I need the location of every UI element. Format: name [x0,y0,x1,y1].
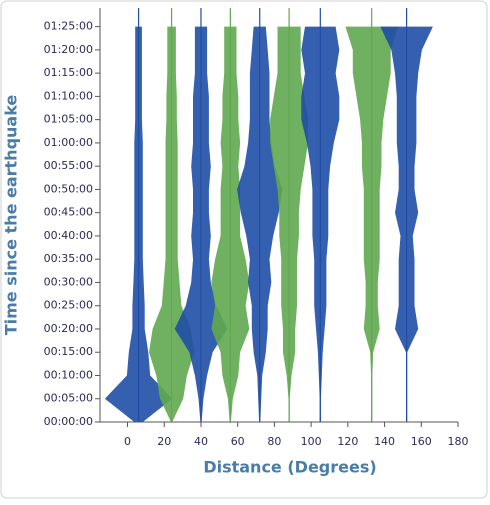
x-tick-label: 60 [231,435,245,448]
y-tick-label: 00:45:00 [44,206,93,219]
x-tick-label: 0 [124,435,131,448]
y-tick-label: 01:20:00 [44,43,93,56]
x-tick-label: 120 [337,435,358,448]
y-tick-label: 00:20:00 [44,322,93,335]
y-tick-label: 01:15:00 [44,66,93,79]
x-tick-label: 140 [374,435,395,448]
x-tick-label: 180 [448,435,469,448]
y-tick-label: 00:30:00 [44,275,93,288]
trace-envelope [211,26,250,422]
y-tick-label: 00:35:00 [44,252,93,265]
y-tick-label: 00:00:00 [44,415,93,428]
x-tick-label: 160 [411,435,432,448]
x-tick-label: 40 [194,435,208,448]
y-tick-label: 00:50:00 [44,182,93,195]
trace-envelope [237,26,283,422]
y-tick-label: 00:10:00 [44,368,93,381]
y-tick-label: 00:05:00 [44,392,93,405]
x-axis-title: Distance (Degrees) [203,458,376,477]
y-tick-label: 00:15:00 [44,345,93,358]
trace-envelope [380,26,433,422]
y-tick-label: 00:25:00 [44,299,93,312]
y-tick-label: 01:10:00 [44,89,93,102]
x-tick-label: 20 [157,435,171,448]
y-tick-label: 01:25:00 [44,20,93,33]
trace-envelope [301,26,340,422]
trace-envelope [104,26,173,422]
y-tick-label: 01:05:00 [44,113,93,126]
trace-envelope [345,26,398,422]
y-tick-label: 00:55:00 [44,159,93,172]
x-tick-label: 100 [301,435,322,448]
x-tick-label: 80 [267,435,281,448]
y-tick-label: 00:40:00 [44,229,93,242]
y-tick-label: 01:00:00 [44,136,93,149]
trace-envelope [270,26,309,422]
y-axis-title: Time since the earthquake [2,95,21,336]
